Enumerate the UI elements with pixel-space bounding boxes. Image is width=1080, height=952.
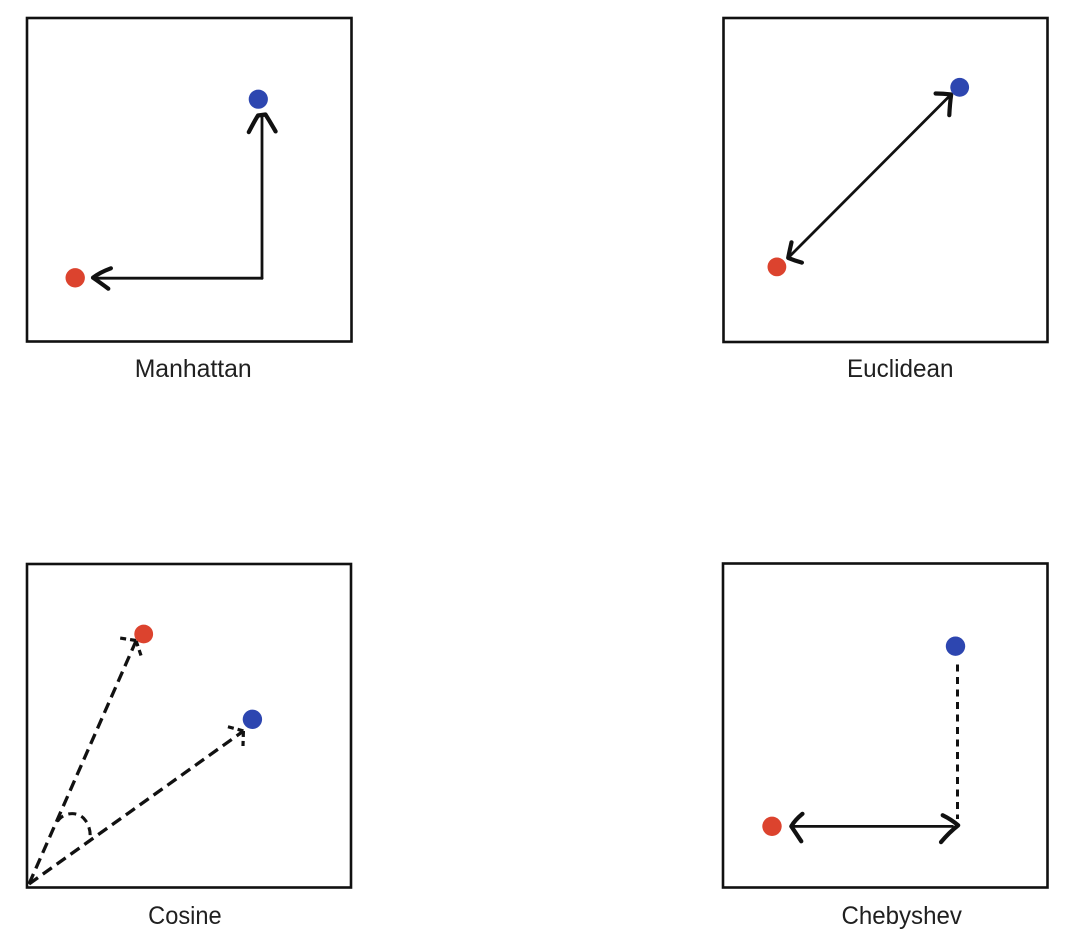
svg-text:Euclidean: Euclidean xyxy=(847,355,954,383)
svg-text:Cosine: Cosine xyxy=(148,902,222,930)
svg-text:Chebyshev: Chebyshev xyxy=(841,902,962,930)
svg-text:Manhattan: Manhattan xyxy=(135,355,252,383)
